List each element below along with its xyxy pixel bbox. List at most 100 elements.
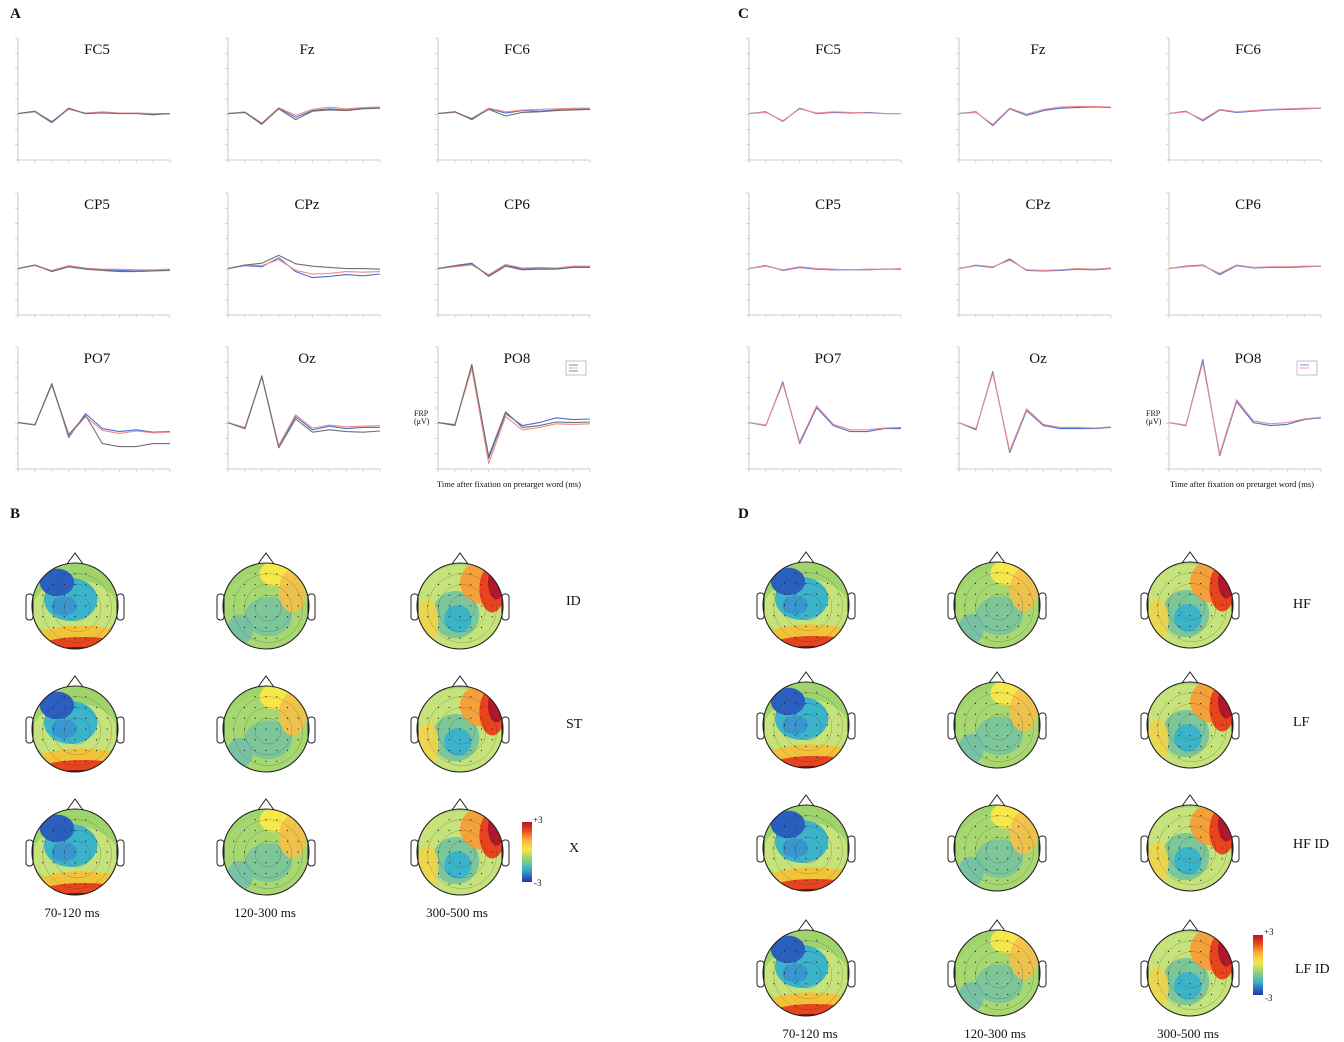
waveform-title: CPz (1025, 197, 1051, 213)
scalp-topography (216, 798, 316, 896)
panel-label-c: C (738, 6, 749, 22)
waveform-title: Oz (298, 351, 316, 367)
waveform-plot (1166, 192, 1322, 318)
time-window-label: 120-300 ms (964, 1026, 1026, 1041)
waveform-title: CP5 (815, 197, 841, 213)
waveform-line (437, 363, 591, 457)
waveform-line (227, 107, 381, 125)
waveform-line (437, 108, 591, 120)
waveform-line (958, 105, 1112, 125)
waveform-line (958, 259, 1112, 271)
waveform-line (748, 383, 902, 443)
y-axis-label: FRP (μV) (414, 409, 430, 426)
waveform-title: CP6 (1235, 197, 1261, 213)
time-window-label: 70-120 ms (44, 905, 100, 920)
scalp-topography (25, 552, 125, 650)
waveform-title: Fz (1030, 42, 1046, 58)
condition-label: HF (1293, 597, 1311, 612)
panel-label-a: A (10, 6, 21, 22)
colorbar-min-label: -3 (534, 878, 542, 888)
waveform-title: FC6 (504, 42, 530, 58)
x-axis-label: Time after fixation on pretarget word (m… (437, 479, 581, 489)
condition-label: X (569, 841, 580, 856)
scalp-topography (947, 671, 1047, 769)
waveform-title: PO8 (503, 351, 531, 367)
panel-label-b: B (10, 506, 21, 522)
time-window-label: 120-300 ms (234, 905, 296, 920)
waveform-title: FC5 (84, 42, 110, 58)
scalp-topography (1140, 551, 1240, 649)
colorbar-max-label: +3 (1264, 927, 1274, 937)
condition-label: ST (566, 717, 583, 732)
waveform-plot (225, 346, 381, 472)
condition-label: HF ID (1293, 837, 1330, 852)
waveform-line (17, 264, 171, 273)
scalp-topography (216, 552, 316, 650)
legend-box (1296, 360, 1318, 376)
waveform-plot (435, 37, 591, 163)
legend-box (565, 360, 587, 376)
waveform-plot (225, 192, 381, 318)
colorbar (522, 822, 532, 882)
waveform-line (437, 262, 590, 277)
waveform-title: PO7 (814, 351, 842, 367)
time-window-label: 300-500 ms (426, 905, 488, 920)
condition-label: LF ID (1295, 962, 1330, 977)
waveform-plot (15, 192, 171, 318)
waveform-line (1168, 362, 1322, 455)
colorbar-max-label: +3 (533, 815, 543, 825)
waveform-title: PO7 (83, 351, 111, 367)
scalp-topography (947, 919, 1047, 1017)
waveform-title: Fz (299, 42, 315, 58)
waveform-title: CP6 (504, 197, 530, 213)
waveform-title: FC6 (1235, 42, 1261, 58)
scalp-topography (756, 671, 856, 769)
colorbar (1253, 935, 1263, 995)
scalp-topography (1140, 794, 1240, 892)
waveform-plot (746, 37, 902, 163)
waveform-plot (956, 192, 1112, 318)
waveform-plot (15, 37, 171, 163)
waveform-line (437, 263, 590, 277)
waveform-title: Oz (1029, 351, 1047, 367)
waveform-plot (435, 346, 591, 472)
waveform-line (227, 375, 381, 449)
waveform-plot (956, 37, 1112, 163)
scalp-topography (410, 552, 510, 650)
waveform-line (748, 265, 902, 271)
waveform-line (1168, 264, 1322, 276)
scalp-topography (947, 551, 1047, 649)
scalp-topography (25, 798, 125, 896)
condition-label: LF (1293, 715, 1310, 730)
panel-label-d: D (738, 506, 749, 522)
waveform-plot (1166, 37, 1322, 163)
waveform-plot (15, 346, 171, 472)
waveform-line (1168, 264, 1321, 274)
waveform-plot (225, 37, 381, 163)
waveform-line (1168, 107, 1321, 121)
colorbar-min-label: -3 (1265, 993, 1273, 1003)
time-window-label: 70-120 ms (782, 1026, 838, 1041)
waveform-line (17, 107, 171, 123)
waveform-line (958, 372, 1112, 452)
waveform-line (958, 258, 1112, 272)
waveform-line (437, 263, 590, 276)
scalp-topography (216, 675, 316, 773)
x-axis-label: Time after fixation on pretarget word (m… (1170, 479, 1314, 489)
waveform-line (227, 259, 381, 275)
waveform-line (17, 383, 170, 448)
waveform-plot (746, 192, 902, 318)
waveform-title: CPz (294, 197, 320, 213)
waveform-title: FC5 (815, 42, 841, 58)
scalp-topography (410, 798, 510, 896)
y-axis-label: FRP (μV) (1146, 409, 1162, 426)
time-window-label: 300-500 ms (1157, 1026, 1219, 1041)
scalp-topography (756, 919, 856, 1017)
scalp-topography (947, 794, 1047, 892)
scalp-topography (756, 551, 856, 649)
scalp-topography (410, 675, 510, 773)
scalp-topography (756, 794, 856, 892)
waveform-plot (746, 346, 902, 472)
